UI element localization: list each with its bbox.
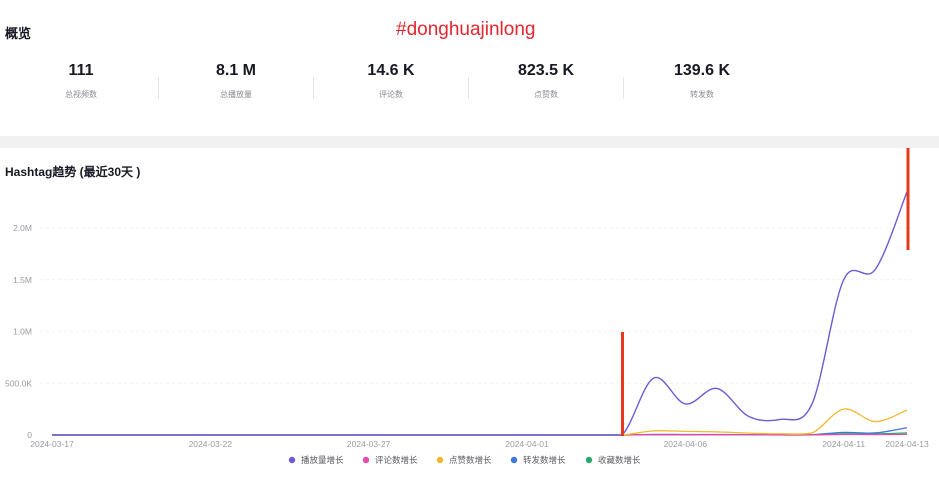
stat-value: 14.6 K	[367, 62, 415, 79]
stat-label: 点赞数	[534, 90, 558, 99]
stat-shares: 139.6 K 转发数	[624, 60, 780, 100]
x-tick-label: 2024-04-01	[505, 439, 549, 449]
chart-title: Hashtag趋势 (最近30天 )	[5, 165, 141, 179]
stat-value: 8.1 M	[215, 62, 256, 79]
legend-label: 收藏数增长	[598, 455, 641, 465]
legend-marker	[436, 456, 444, 464]
stats-row: 111 总视频数 8.1 M 总播放量 14.6 K 评论数 823.5 K 点…	[0, 60, 780, 105]
x-tick-label: 2024-03-27	[347, 439, 391, 449]
stat-plays: 8.1 M 总播放量	[158, 60, 314, 100]
stat-comments: 14.6 K 评论数	[313, 60, 469, 100]
stat-value: 139.6 K	[673, 62, 731, 79]
y-tick-label: 1.5M	[13, 275, 32, 285]
stat-value: 823.5 K	[517, 62, 575, 79]
x-tick-label: 2024-04-06	[664, 439, 708, 449]
divider	[158, 77, 159, 99]
x-tick-label: 2024-03-22	[189, 439, 233, 449]
y-tick-label: 0	[27, 430, 32, 440]
legend-marker	[585, 456, 593, 464]
hashtag-title: #donghuajinlong	[396, 19, 536, 40]
x-tick-label: 2024-03-17	[30, 439, 74, 449]
legend-marker	[288, 456, 296, 464]
x-tick-label: 2024-04-11	[822, 439, 865, 449]
divider	[623, 77, 624, 99]
divider	[468, 77, 469, 99]
stat-likes: 823.5 K 点赞数	[468, 60, 624, 100]
legend-marker	[362, 456, 370, 464]
y-tick-label: 1.0M	[13, 327, 32, 337]
divider	[313, 77, 314, 99]
trend-chart: 0 500.0K 1.0M 1.5M 2.0M 2024-03-17 2024-03-22 2…	[5, 148, 929, 465]
legend-label: 点赞数增长	[449, 455, 492, 465]
series-line-3	[52, 408, 908, 436]
overview-title: 概览	[5, 26, 32, 41]
stat-videos: 111 总视频数	[3, 60, 159, 100]
y-tick-label: 2.0M	[13, 223, 32, 233]
legend-label: 播放量增长	[301, 455, 344, 465]
y-tick-label: 500.0K	[5, 378, 32, 388]
legend-label: 转发数增长	[523, 455, 566, 465]
legend-label: 评论数增长	[375, 455, 418, 465]
x-tick-label: 2024-04-13	[885, 439, 929, 449]
stat-value: 111	[68, 62, 94, 79]
stat-label: 评论数	[379, 90, 403, 99]
legend-marker	[510, 456, 518, 464]
section-divider-band	[0, 136, 939, 148]
stat-label: 总视频数	[65, 90, 97, 99]
stat-label: 总播放量	[220, 90, 252, 99]
series-line-1	[52, 191, 908, 436]
stat-label: 转发数	[690, 90, 714, 99]
